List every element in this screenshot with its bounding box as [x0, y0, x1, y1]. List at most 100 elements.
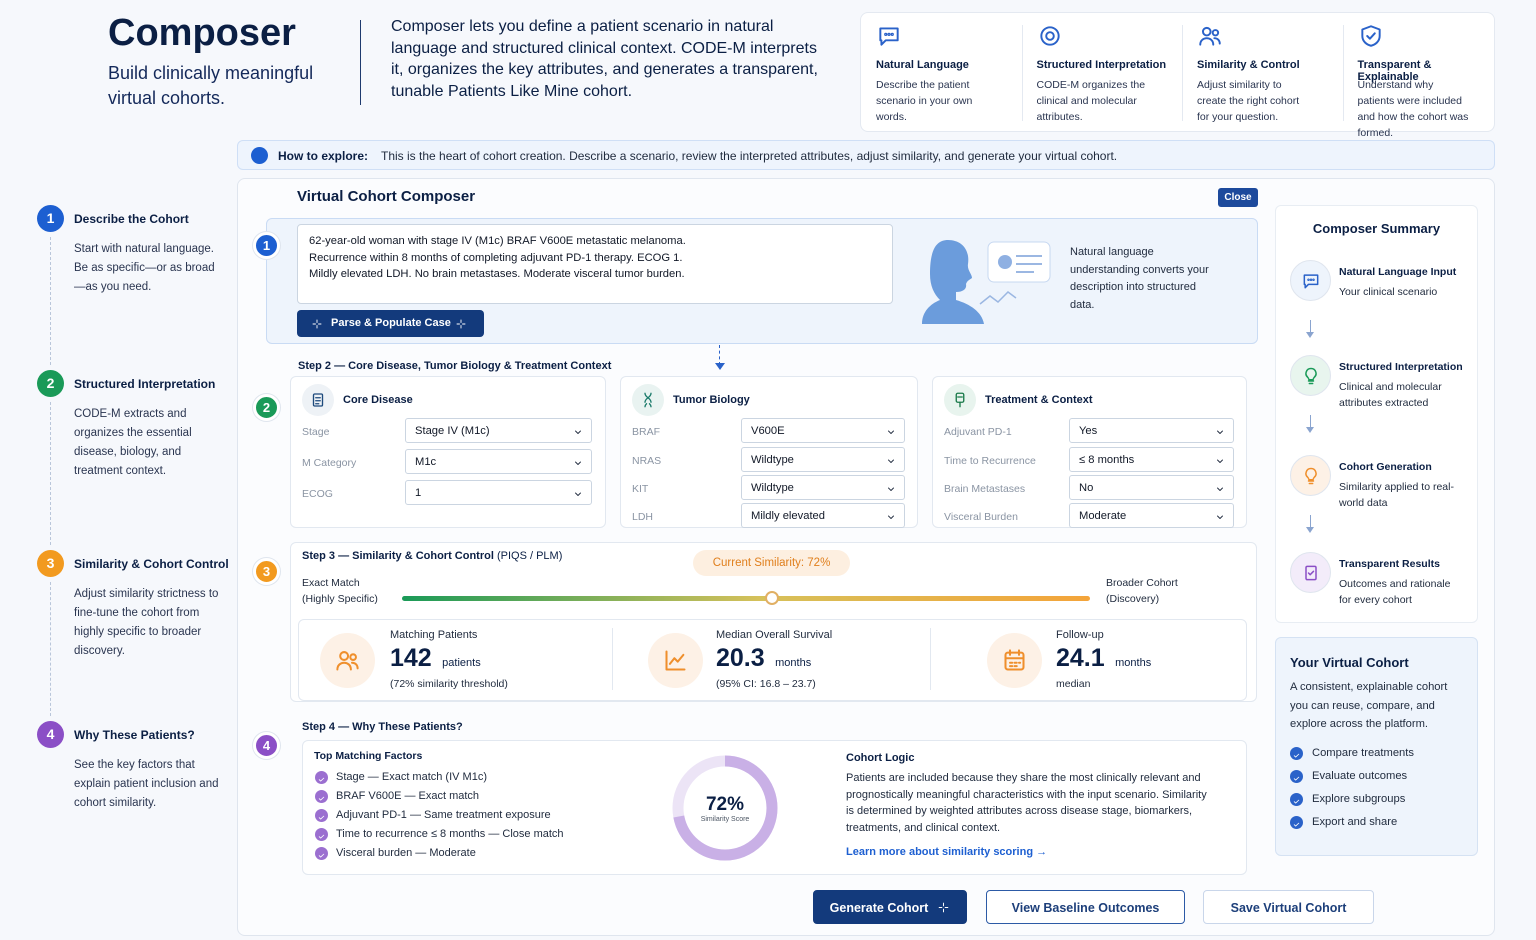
icon-part [1217, 487, 1223, 491]
factor-check [315, 771, 328, 784]
score-value: 72% [705, 794, 745, 815]
icon-part [318, 796, 325, 801]
field-select[interactable]: M1c [405, 449, 592, 474]
check-glyph [1291, 817, 1302, 828]
field-select[interactable]: Yes [1069, 418, 1234, 443]
feature-title: Similarity & Control [1197, 59, 1300, 71]
step3-title-note: (PIQS / PLM) [496, 550, 563, 562]
check-glyph [316, 829, 327, 840]
action-label: Generate Cohort [829, 901, 929, 915]
chevron-icon [572, 487, 584, 499]
icon-part [1039, 26, 1060, 46]
page-subtitle: Build clinically meaningful virtual coho… [108, 63, 314, 108]
field-value: Moderate [1079, 510, 1127, 522]
summary-item-title: Structured Interpretation [1339, 361, 1463, 373]
chevron-icon [572, 456, 584, 468]
stat-value: 20.3 [716, 644, 765, 672]
stat-icon [987, 633, 1042, 688]
field-select[interactable]: ≤ 8 months [1069, 447, 1234, 472]
sparkle-icon [937, 901, 950, 914]
icon-part [575, 461, 581, 465]
benefit-check [1290, 816, 1303, 829]
field-label: Time to Recurrence [944, 455, 1036, 467]
icon-part [884, 32, 888, 36]
icon-part [644, 392, 652, 408]
summary-title: Composer Summary [1312, 221, 1441, 236]
check-glyph [1291, 794, 1302, 805]
factor-text: Time to recurrence ≤ 8 months — Close ma… [336, 828, 564, 840]
stat-unit: patients [442, 657, 481, 669]
chevron-icon [1214, 425, 1226, 437]
page-description: Composer lets you define a patient scena… [391, 18, 818, 100]
icon-part [1305, 565, 1317, 581]
similarity-thumb[interactable] [765, 591, 779, 605]
icon-part [938, 902, 949, 913]
stats-divider [612, 628, 613, 690]
icon-part [955, 392, 965, 403]
icon-part [312, 319, 322, 329]
field-select[interactable]: Moderate [1069, 503, 1234, 528]
nlu-text: Natural language understanding converts … [1070, 246, 1209, 311]
field-select[interactable]: Wildtype [741, 475, 905, 500]
icon-part [1293, 753, 1300, 758]
chevron-icon [885, 510, 897, 522]
summary-item-title: Transparent Results [1339, 558, 1440, 570]
action-button[interactable]: Generate Cohort [813, 890, 967, 924]
benefit-text: Export and share [1312, 816, 1398, 828]
step-text: Start with natural language. Be as speci… [74, 243, 215, 293]
icon-part [922, 240, 1051, 324]
icon-part [575, 430, 581, 434]
card-title: Tumor Biology [673, 394, 750, 406]
field-value: V600E [751, 425, 785, 437]
learn-more-link[interactable]: Learn more about similarity scoring → [846, 846, 1048, 858]
cohort-title: Your Virtual Cohort [1290, 655, 1409, 670]
card-icon [944, 384, 976, 416]
benefit-check [1290, 793, 1303, 806]
action-button[interactable]: View Baseline Outcomes [986, 890, 1185, 924]
stat-note: median [1056, 678, 1091, 690]
field-select[interactable]: 1 [405, 480, 592, 505]
icon-part [888, 430, 894, 434]
icon-part [1217, 515, 1223, 519]
benefit-text: Evaluate outcomes [1312, 770, 1408, 782]
benefit-check [1290, 770, 1303, 783]
icon-part [350, 661, 359, 670]
feature-icon [1197, 23, 1223, 49]
step-connector [50, 402, 51, 545]
explore-label: How to explore: [278, 149, 369, 163]
icon-part [957, 396, 963, 408]
chevron-icon [1214, 510, 1226, 522]
field-select[interactable]: Mildly elevated [741, 503, 905, 528]
field-select[interactable]: Stage IV (M1c) [405, 418, 592, 443]
step3-heading: Step 3 — Similarity & Cohort Control (PI… [302, 550, 562, 562]
icon-part [1004, 651, 1025, 671]
summary-arrow [1310, 320, 1311, 334]
similarity-track [402, 596, 1090, 601]
icon-part [1293, 776, 1300, 781]
icon-part [1293, 799, 1300, 804]
parse-button[interactable]: Parse & Populate Case [297, 310, 484, 337]
field-select[interactable]: No [1069, 475, 1234, 500]
chevron-icon [885, 454, 897, 466]
icon-part [938, 902, 949, 913]
close-button[interactable]: Close [1218, 188, 1258, 207]
icon-part [1309, 278, 1313, 281]
step-text: CODE-M extracts and organizes the essent… [74, 408, 192, 477]
icon-part [888, 459, 894, 463]
summary-icon [1290, 552, 1331, 593]
check-glyph [316, 848, 327, 859]
check-glyph [1291, 771, 1302, 782]
icon-part [575, 461, 581, 465]
feature-icon [876, 23, 902, 49]
field-label: Stage [302, 426, 330, 438]
summary-icon [1290, 455, 1331, 496]
action-button[interactable]: Save Virtual Cohort [1203, 890, 1374, 924]
scenario-input[interactable]: 62-year-old woman with stage IV (M1c) BR… [297, 224, 893, 304]
step-badge: 1 [37, 205, 64, 232]
field-value: Mildly elevated [751, 510, 825, 522]
icon-part [1004, 649, 1025, 671]
field-select[interactable]: Wildtype [741, 447, 905, 472]
field-select[interactable]: V600E [741, 418, 905, 443]
step-title: Structured Interpretation [74, 377, 216, 391]
